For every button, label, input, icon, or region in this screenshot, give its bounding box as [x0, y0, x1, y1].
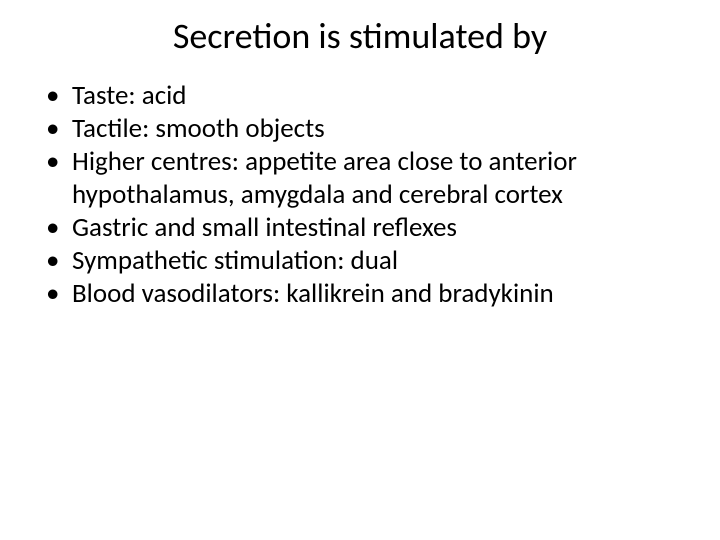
list-item: Gastric and small intestinal reflexes: [42, 212, 684, 245]
slide: Secretion is stimulated by Taste: acid T…: [0, 0, 720, 540]
bullet-list: Taste: acid Tactile: smooth objects High…: [36, 80, 684, 311]
list-item: Sympathetic stimulation: dual: [42, 245, 684, 278]
list-item: Tactile: smooth objects: [42, 113, 684, 146]
slide-title: Secretion is stimulated by: [36, 14, 684, 58]
list-item: Taste: acid: [42, 80, 684, 113]
list-item: Higher centres: appetite area close to a…: [42, 146, 684, 212]
list-item: Blood vasodilators: kallikrein and brady…: [42, 278, 684, 311]
